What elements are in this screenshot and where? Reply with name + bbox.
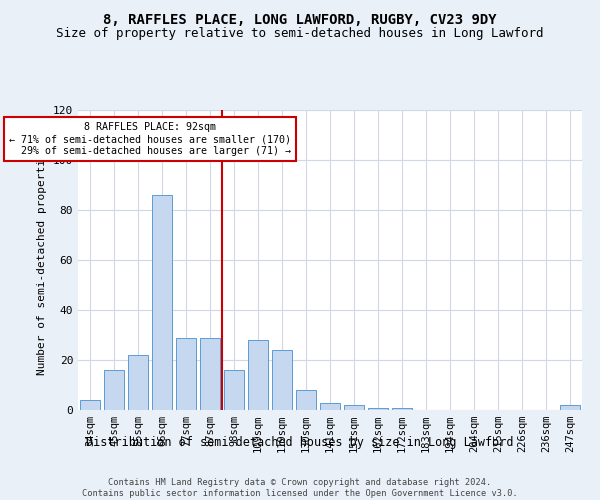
Text: Distribution of semi-detached houses by size in Long Lawford: Distribution of semi-detached houses by …: [86, 436, 514, 449]
Bar: [560, 405, 580, 410]
Bar: [344, 405, 364, 410]
Bar: [176, 338, 196, 410]
Bar: [392, 408, 412, 410]
Y-axis label: Number of semi-detached properties: Number of semi-detached properties: [37, 145, 47, 375]
Bar: [128, 355, 148, 410]
Bar: [80, 400, 100, 410]
Text: 8 RAFFLES PLACE: 92sqm
← 71% of semi-detached houses are smaller (170)
  29% of : 8 RAFFLES PLACE: 92sqm ← 71% of semi-det…: [9, 122, 291, 156]
Bar: [272, 350, 292, 410]
Bar: [368, 408, 388, 410]
Bar: [200, 338, 220, 410]
Bar: [224, 370, 244, 410]
Text: 8, RAFFLES PLACE, LONG LAWFORD, RUGBY, CV23 9DY: 8, RAFFLES PLACE, LONG LAWFORD, RUGBY, C…: [103, 12, 497, 26]
Bar: [104, 370, 124, 410]
Text: Contains HM Land Registry data © Crown copyright and database right 2024.
Contai: Contains HM Land Registry data © Crown c…: [82, 478, 518, 498]
Text: Size of property relative to semi-detached houses in Long Lawford: Size of property relative to semi-detach…: [56, 28, 544, 40]
Bar: [320, 402, 340, 410]
Bar: [296, 390, 316, 410]
Bar: [248, 340, 268, 410]
Bar: [152, 195, 172, 410]
